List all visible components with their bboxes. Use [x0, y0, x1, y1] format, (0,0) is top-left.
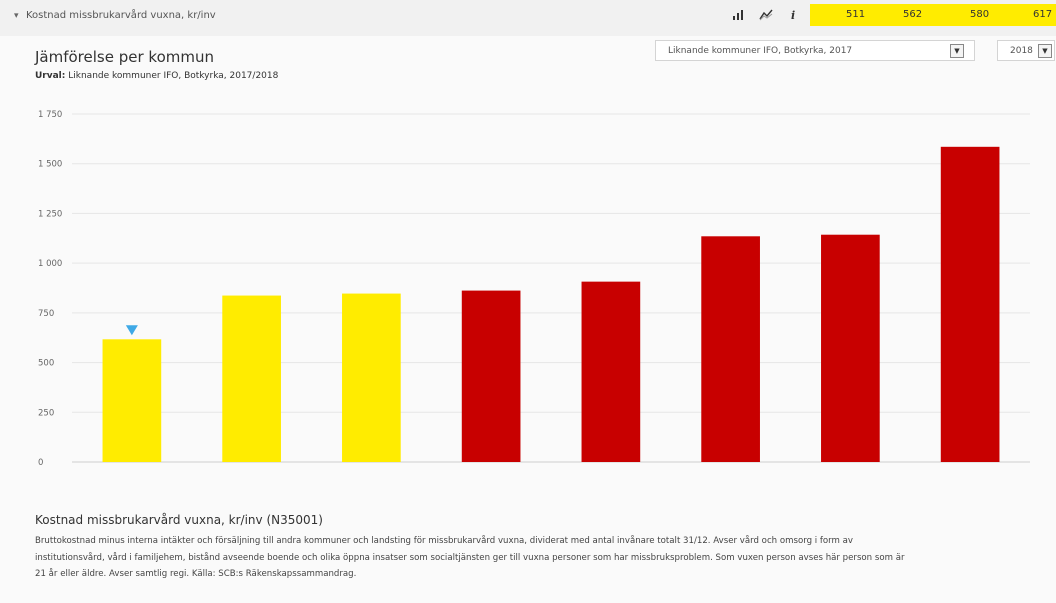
collapse-chevron-icon[interactable]: ▾ [14, 11, 19, 21]
selection-label: Urval: [35, 71, 66, 81]
group-select[interactable]: Liknande kommuner IFO, Botkyrka, 2017 ▼ [655, 40, 975, 61]
group-select-value: Liknande kommuner IFO, Botkyrka, 2017 [668, 46, 853, 56]
bar[interactable] [102, 339, 162, 462]
description-line: 21 år eller äldre. Avser samtlig regi. K… [35, 569, 357, 579]
description-line: Bruttokostnad minus interna intäkter och… [35, 536, 854, 546]
bar[interactable] [581, 281, 641, 462]
selection-value: Liknande kommuner IFO, Botkyrka, 2017/20… [68, 71, 279, 81]
bar[interactable] [701, 236, 760, 462]
selection-subtitle: Urval: Liknande kommuner IFO, Botkyrka, … [35, 71, 278, 81]
kpi-title[interactable]: Kostnad missbrukarvård vuxna, kr/inv [26, 10, 216, 21]
kpi-header: ▾ Kostnad missbrukarvård vuxna, kr/inv i… [0, 0, 1056, 36]
y-tick-label: 0 [38, 458, 43, 468]
kpi-value: 617 [1033, 9, 1053, 20]
y-tick-label: 250 [38, 408, 54, 418]
bar-chart-icon[interactable] [732, 9, 744, 24]
y-tick-label: 1 500 [38, 160, 62, 170]
selected-municipality-marker [125, 325, 138, 336]
y-tick-label: 1 000 [38, 259, 62, 269]
chevron-down-icon[interactable]: ▼ [1038, 44, 1052, 58]
panel-title: Jämförelse per kommun [35, 48, 214, 66]
comparison-bar-chart: 0 250 500 750 1 000 1 250 1 500 1 750 [38, 110, 1030, 468]
info-icon[interactable]: i [791, 9, 796, 22]
kpi-value: 562 [903, 9, 923, 20]
kpi-values-bar: 511 562 580 617 [810, 4, 1056, 26]
year-select-value: 2018 [1010, 46, 1033, 56]
bar[interactable] [461, 290, 521, 462]
year-select[interactable]: 2018 ▼ [997, 40, 1055, 61]
description-title: Kostnad missbrukarvård vuxna, kr/inv (N3… [35, 513, 323, 527]
bar[interactable] [940, 146, 1000, 462]
y-tick-label: 1 250 [38, 209, 62, 219]
kpi-value: 511 [846, 9, 866, 20]
bar[interactable] [342, 293, 401, 462]
kpi-value: 580 [970, 9, 990, 20]
description-text: Bruttokostnad minus interna intäkter och… [35, 533, 1025, 583]
bar[interactable] [821, 234, 880, 462]
y-tick-label: 500 [38, 359, 54, 369]
y-tick-label: 750 [38, 309, 54, 319]
y-tick-label: 1 750 [38, 110, 62, 120]
description-line: institutionsvård, vård i familjehem, bis… [35, 552, 905, 563]
bar[interactable] [222, 295, 281, 462]
trend-icon[interactable] [759, 9, 773, 24]
comparison-panel: Jämförelse per kommun Urval: Liknande ko… [0, 36, 1056, 603]
chevron-down-icon[interactable]: ▼ [950, 44, 964, 58]
